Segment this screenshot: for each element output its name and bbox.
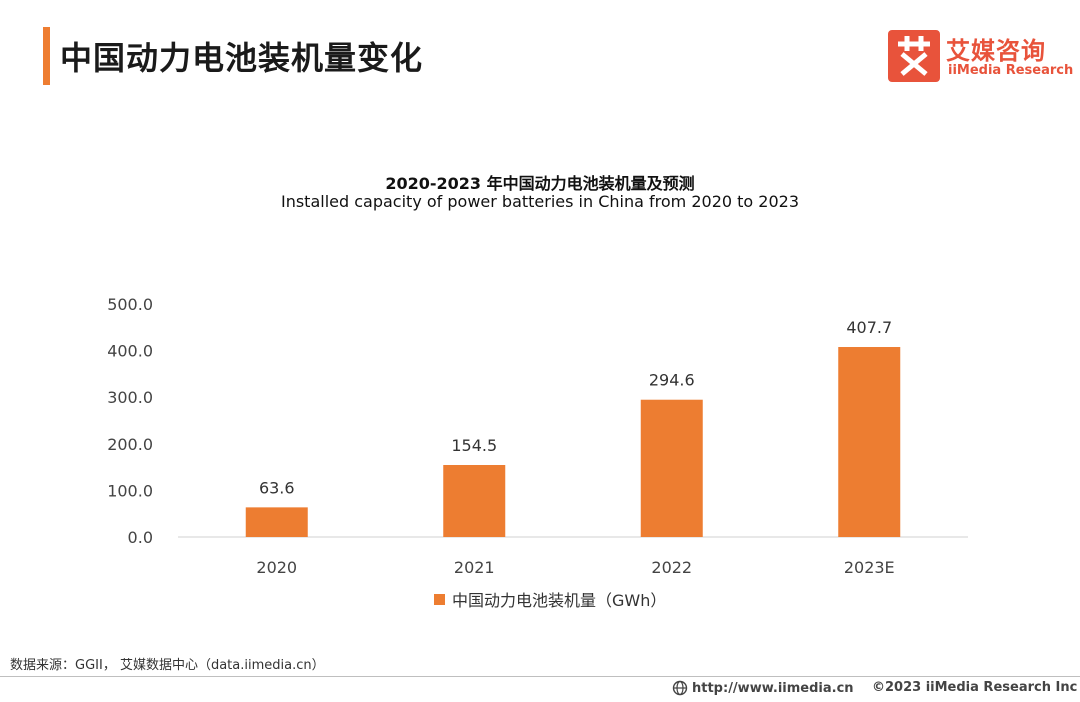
brand-name-en: iiMedia Research — [948, 63, 1074, 78]
legend-swatch — [434, 594, 445, 605]
y-tick-label: 200.0 — [107, 435, 153, 454]
legend-label: 中国动力电池装机量（GWh） — [452, 591, 666, 610]
page-title: 中国动力电池装机量变化 — [60, 39, 424, 77]
x-tick-label: 2022 — [651, 558, 692, 577]
bar — [838, 347, 901, 537]
chart-title: 2020-2023 年中国动力电池装机量及预测 — [385, 174, 695, 193]
brand-logo-mark — [888, 30, 940, 82]
y-tick-label: 100.0 — [107, 481, 153, 500]
data-label: 63.6 — [259, 478, 295, 497]
brand-name-cn: 艾媒咨询 — [946, 37, 1046, 65]
data-source: 数据来源：GGII， 艾媒数据中心（data.iimedia.cn） — [10, 658, 325, 673]
brand-logo-glyph — [898, 36, 930, 76]
footer-url[interactable]: http://www.iimedia.cn — [692, 680, 854, 696]
x-tick-label: 2023E — [844, 558, 895, 577]
footer-link[interactable]: http://www.iimedia.cn — [672, 680, 854, 696]
y-tick-label: 500.0 — [107, 295, 153, 314]
bar — [245, 507, 308, 537]
x-tick-label: 2021 — [454, 558, 495, 577]
data-label: 407.7 — [846, 318, 892, 337]
globe-icon — [672, 680, 688, 696]
chart-subtitle: Installed capacity of power batteries in… — [280, 192, 800, 211]
footer-divider — [0, 676, 1080, 677]
brand-logo[interactable]: 艾媒咨询 iiMedia Research — [888, 30, 1073, 82]
y-tick-label: 400.0 — [107, 342, 153, 361]
data-label: 294.6 — [649, 371, 695, 390]
bar — [443, 465, 506, 537]
y-tick-label: 0.0 — [128, 528, 153, 547]
bar-chart: 0.0 100.0 200.0 300.0 400.0 500.0 63.6 2020 154.… — [107, 295, 968, 610]
title-accent-bar — [43, 27, 50, 85]
bar — [640, 399, 703, 537]
data-label: 154.5 — [451, 436, 497, 455]
y-tick-label: 300.0 — [107, 388, 153, 407]
x-tick-label: 2020 — [256, 558, 297, 577]
footer-copyright: ©2023 iiMedia Research Inc — [872, 680, 1078, 695]
